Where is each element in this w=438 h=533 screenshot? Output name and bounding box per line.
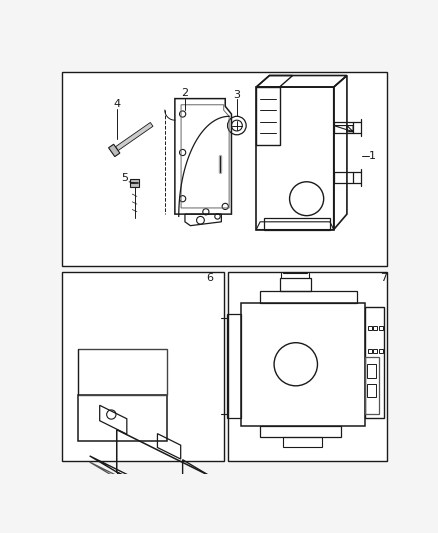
Bar — [373, 349, 377, 353]
Bar — [379, 349, 382, 353]
Bar — [62, 71, 387, 265]
Bar — [367, 384, 376, 398]
Bar — [368, 326, 372, 329]
Text: 2: 2 — [181, 88, 188, 98]
Text: 6: 6 — [206, 273, 213, 283]
Bar — [228, 272, 387, 461]
Bar — [368, 349, 372, 353]
Bar — [367, 364, 376, 378]
Text: 3: 3 — [233, 90, 240, 100]
Bar — [62, 272, 224, 461]
Polygon shape — [109, 144, 120, 157]
Bar — [379, 326, 382, 329]
Text: 1: 1 — [369, 151, 376, 161]
Polygon shape — [130, 179, 139, 187]
Text: 5: 5 — [121, 173, 128, 183]
Text: 7: 7 — [381, 273, 388, 283]
Polygon shape — [116, 123, 153, 150]
Text: 4: 4 — [113, 99, 120, 109]
Bar — [373, 326, 377, 329]
